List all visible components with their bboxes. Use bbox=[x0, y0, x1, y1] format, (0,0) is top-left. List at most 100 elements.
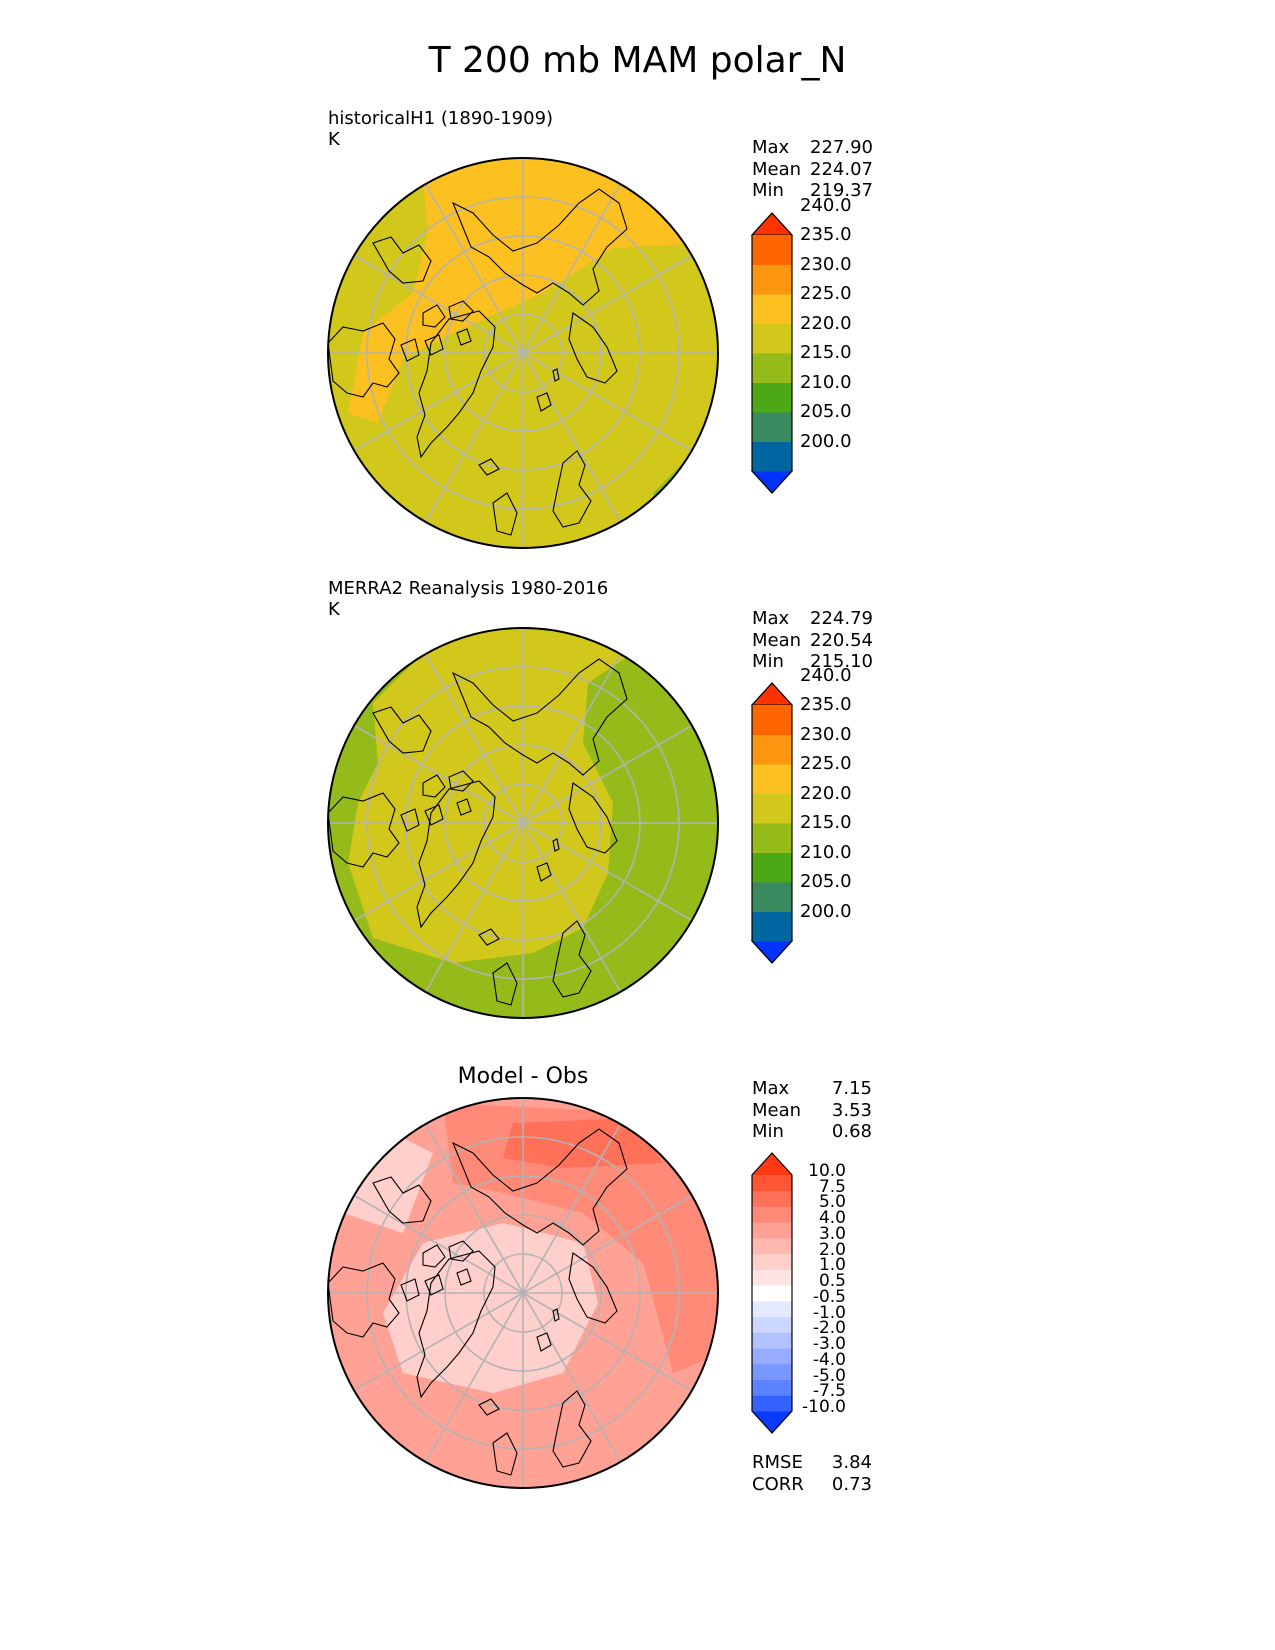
coastline-2-6 bbox=[328, 792, 400, 868]
colorbar-2-extend-max bbox=[750, 682, 794, 706]
coastline-2-9 bbox=[568, 782, 618, 854]
colorbar-2-bin-7 bbox=[752, 734, 792, 765]
colorbar-3 bbox=[751, 1152, 793, 1434]
meridian-3-210 bbox=[353, 1194, 524, 1294]
colorbar-3-frame bbox=[751, 1152, 793, 1434]
meridian-2-120 bbox=[424, 822, 524, 993]
colorbar-3-tick: -0.5 bbox=[812, 1286, 846, 1307]
meridian-2-60 bbox=[522, 822, 622, 993]
coastline-2-13 bbox=[536, 862, 552, 882]
colorbar-2-bin-6 bbox=[752, 764, 792, 794]
colorbar-1-frame bbox=[751, 212, 793, 494]
colorbar-3-bin-6 bbox=[752, 1300, 792, 1318]
panel1-mean: 224.07 bbox=[810, 158, 873, 180]
map-border-1 bbox=[327, 157, 719, 549]
panel2-title: MERRA2 Reanalysis 1980-2016 bbox=[328, 578, 609, 599]
meridian-2-30 bbox=[522, 822, 693, 922]
coastline-1-7 bbox=[372, 236, 432, 284]
coastline-1-1 bbox=[448, 300, 474, 322]
colorbar-2-tick: 235.0 bbox=[800, 694, 852, 715]
colorbar-2 bbox=[750, 682, 794, 964]
colorbar-3-tick: -7.5 bbox=[812, 1381, 846, 1402]
colorbar-3-bin-4 bbox=[752, 1332, 792, 1349]
coastline-2-7 bbox=[372, 706, 432, 754]
panel3-max: 7.15 bbox=[831, 1078, 872, 1099]
map-panel-1 bbox=[328, 158, 718, 548]
panel3-stats: Max 7.15 Mean 3.53 Min 0.68 bbox=[752, 1078, 872, 1142]
coastline-2-12 bbox=[478, 928, 500, 946]
coastline-3-9 bbox=[568, 1252, 618, 1324]
colorbar-1-tick: 240.0 bbox=[800, 194, 852, 216]
colorbar-1-tick: 220.0 bbox=[800, 312, 852, 334]
meridian-1-240 bbox=[424, 183, 524, 354]
panel1-stats: Max 227.90 Mean 224.07 Min 219.37 bbox=[752, 137, 873, 201]
meridian-3-240 bbox=[424, 1123, 524, 1294]
colorbar-3-tick: 0.5 bbox=[818, 1271, 846, 1292]
meridian-3-60 bbox=[522, 1292, 622, 1463]
colorbar-3-bin-5 bbox=[752, 1316, 792, 1333]
colorbar-3-bin-7 bbox=[752, 1285, 792, 1302]
panel3-mean: 3.53 bbox=[831, 1099, 872, 1121]
colorbar-3-tick: -10.0 bbox=[802, 1397, 846, 1417]
colorbar-2-bin-8 bbox=[752, 705, 792, 735]
colorbar-3-bin-1 bbox=[752, 1379, 792, 1396]
panel2-mean: 220.54 bbox=[810, 629, 873, 651]
meridian-2-150 bbox=[353, 822, 524, 922]
panel1-title: historicalH1 (1890-1909) bbox=[328, 108, 554, 129]
coastline-3-2 bbox=[422, 1244, 446, 1268]
colorbar-3-tick: -2.0 bbox=[812, 1318, 846, 1339]
colorbar-3-bin-3 bbox=[752, 1348, 792, 1365]
main-title: T 200 mb MAM polar_N bbox=[428, 40, 847, 81]
meridian-3-120 bbox=[424, 1292, 524, 1463]
coastline-1-9 bbox=[568, 312, 618, 384]
colorbar-1-bin-8 bbox=[752, 235, 792, 265]
colorbar-3-tick: 10.0 bbox=[808, 1161, 846, 1181]
field-warm-1 bbox=[348, 158, 703, 423]
coastline-3-3 bbox=[424, 1274, 444, 1296]
coastline-2-14 bbox=[552, 838, 560, 852]
meridian-1-120 bbox=[424, 352, 524, 523]
meridian-1-150 bbox=[353, 352, 524, 452]
colorbar-1-tick: 225.0 bbox=[800, 283, 852, 304]
colorbar-1-bin-7 bbox=[752, 264, 792, 295]
colorbar-3-tick: -5.0 bbox=[812, 1365, 846, 1386]
colorbar-1-bin-3 bbox=[752, 382, 792, 413]
coastline-1-4 bbox=[400, 338, 420, 362]
colorbar-1-bin-6 bbox=[752, 294, 792, 324]
colorbar-3-bin-10 bbox=[752, 1237, 792, 1255]
coastline-1-10 bbox=[552, 450, 592, 528]
map-border-2 bbox=[327, 627, 719, 1019]
colorbar-2-tick: 225.0 bbox=[800, 753, 852, 774]
coastline-2-3 bbox=[424, 804, 444, 826]
coastline-1-11 bbox=[492, 492, 518, 536]
colorbar-3-tick: 1.0 bbox=[818, 1255, 846, 1276]
meridian-3-330 bbox=[522, 1194, 693, 1294]
colorbar-2-frame bbox=[751, 682, 793, 964]
panel1-max: 227.90 bbox=[810, 137, 873, 158]
meridian-2-300 bbox=[522, 653, 622, 824]
colorbar-3-extend-min bbox=[752, 1411, 792, 1433]
colorbar-3-bin-11 bbox=[752, 1222, 792, 1239]
coastline-2-11 bbox=[492, 962, 518, 1006]
colorbar-1-bin-2 bbox=[752, 412, 792, 442]
colorbar-3-bin-0 bbox=[752, 1395, 792, 1412]
colorbar-2-tick: 220.0 bbox=[800, 782, 852, 804]
coastline-1-14 bbox=[552, 368, 560, 382]
field-warm-3 bbox=[443, 1103, 718, 1373]
colorbar-2-tick: 215.0 bbox=[800, 812, 852, 833]
coastline-1-2 bbox=[422, 304, 446, 328]
colorbar-1-extend-max bbox=[750, 212, 794, 236]
coastline-3-6 bbox=[328, 1262, 400, 1338]
panel2-max: 224.79 bbox=[810, 608, 873, 629]
meridian-1-60 bbox=[522, 352, 622, 523]
coastline-1-6 bbox=[328, 322, 400, 398]
colorbar-3-tick: 4.0 bbox=[818, 1208, 846, 1229]
meridian-1-30 bbox=[522, 352, 693, 452]
colorbar-1-tick: 215.0 bbox=[800, 342, 852, 363]
coastline-2-8 bbox=[451, 658, 628, 776]
colorbar-2-tick: 230.0 bbox=[800, 723, 852, 745]
colorbar-3-tick: -1.0 bbox=[812, 1302, 846, 1323]
colorbar-1 bbox=[750, 212, 794, 494]
colorbar-3-bin-9 bbox=[752, 1253, 792, 1270]
